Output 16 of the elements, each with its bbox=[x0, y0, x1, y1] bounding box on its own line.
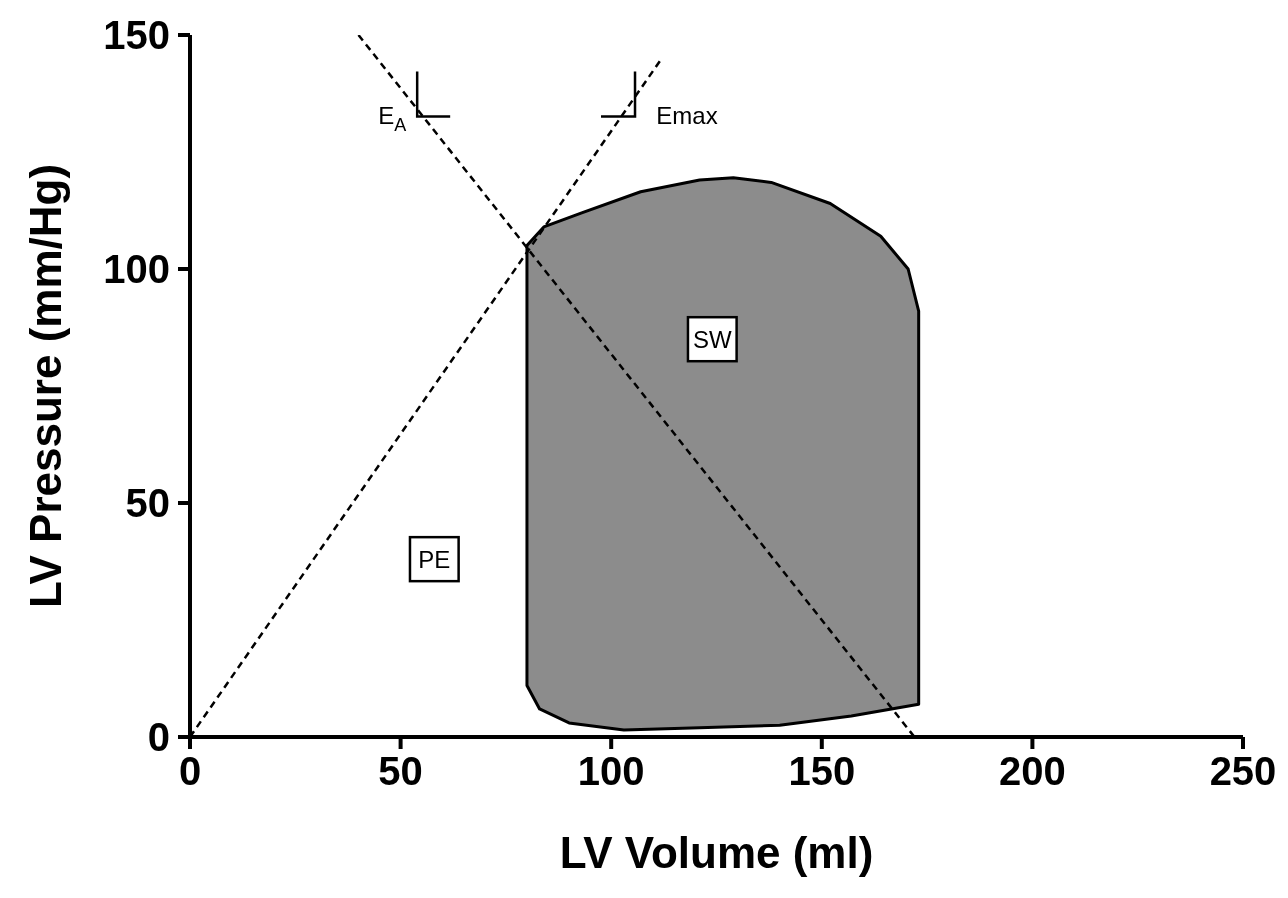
y-tick-label: 50 bbox=[125, 481, 170, 526]
x-tick-label: 0 bbox=[178, 749, 202, 794]
x-tick-label: 250 bbox=[1209, 749, 1277, 794]
annotation: E$_{A}$ bbox=[378, 101, 407, 135]
annotation: Emax bbox=[656, 101, 718, 129]
annotation: SW bbox=[692, 325, 732, 353]
x-tick-label: 150 bbox=[788, 749, 856, 794]
annotation: PE bbox=[418, 545, 451, 573]
x-tick-label: 50 bbox=[378, 749, 423, 794]
y-tick-label: 0 bbox=[147, 715, 170, 760]
y-tick-label: 150 bbox=[103, 13, 170, 58]
x-tick-label: 100 bbox=[577, 749, 645, 794]
x-axis-title: LV Volume (ml) bbox=[559, 828, 874, 877]
x-tick-label: 200 bbox=[999, 749, 1066, 794]
y-axis-title: LV Pressure (mm/Hg) bbox=[20, 163, 70, 609]
y-tick-label: 100 bbox=[103, 247, 170, 292]
